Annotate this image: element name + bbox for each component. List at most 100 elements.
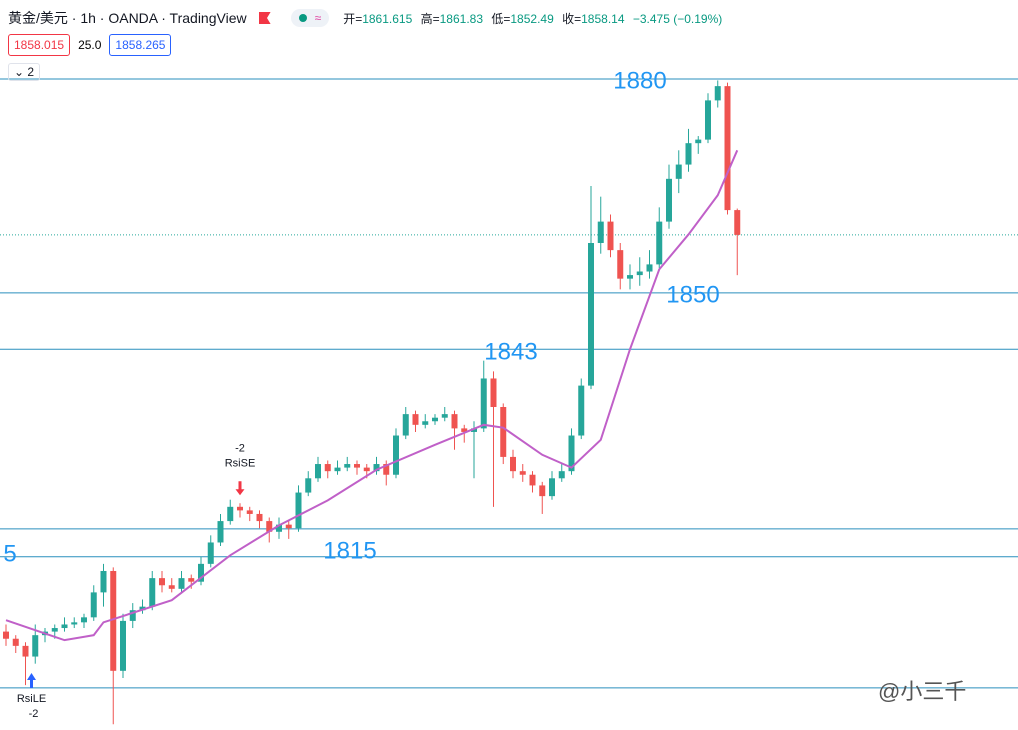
candle-body: [198, 563, 204, 582]
signal-name: RsiSE: [225, 457, 256, 469]
ohlc-value: 1852.49: [510, 11, 554, 26]
ohlc: 开=1861.615 高=1861.83 低=1852.49 收=1858.14…: [343, 10, 727, 27]
candle-body: [480, 378, 487, 429]
header: 黄金/美元 · 1h · OANDA · TradingView ≈ 开=186…: [8, 8, 727, 28]
candle-body: [178, 578, 185, 589]
candle-body: [705, 100, 711, 140]
candle-body: [276, 524, 282, 532]
candle-body: [617, 250, 624, 279]
candle-body: [666, 178, 672, 222]
level-annotation: 1843: [484, 338, 537, 365]
candle-body: [578, 385, 585, 436]
candle-body: [305, 478, 312, 493]
signal-arrow: [235, 481, 245, 496]
candle-body: [656, 221, 663, 265]
candle-body: [81, 617, 87, 623]
candle-body: [588, 243, 594, 386]
indicator-toggle[interactable]: ⌄ 2: [8, 63, 41, 81]
candle-body: [675, 164, 682, 179]
candle-body: [51, 628, 58, 632]
candle-body: [159, 578, 165, 586]
candle-body: [402, 414, 409, 436]
level-annotation: 1880: [613, 67, 666, 94]
signal-arrow: [27, 673, 36, 688]
candle-body: [734, 210, 741, 235]
ohlc-label: 低=: [491, 11, 511, 26]
candle-body: [597, 221, 604, 244]
candle-body: [217, 521, 224, 543]
candle-body: [120, 620, 126, 671]
candle-body: [168, 585, 175, 589]
candle-body: [422, 421, 429, 425]
candle-body: [432, 417, 438, 422]
candle-body: [354, 464, 360, 468]
candle-body: [334, 467, 341, 472]
level-annotation: 1815: [323, 537, 376, 564]
ohlc-label: 开=: [343, 11, 363, 26]
candle-body: [529, 474, 536, 486]
change: −3.475 (−0.19%): [632, 11, 723, 26]
ohlc-label: 高=: [420, 11, 440, 26]
candle-body: [607, 221, 614, 251]
candle-body: [22, 645, 29, 657]
ohlc-label: 收=: [562, 11, 582, 26]
candle-body: [539, 485, 546, 497]
ohlc-value: 1861.615: [362, 11, 413, 26]
candle-body: [227, 506, 234, 522]
candle-body: [246, 510, 253, 514]
candle-body: [90, 592, 97, 618]
signal-name: RsiLE: [17, 693, 46, 705]
candle-body: [714, 86, 721, 101]
candle-body: [12, 638, 19, 646]
candle-body: [441, 414, 448, 418]
buy-price[interactable]: 1858.265: [109, 34, 172, 56]
candle-body: [490, 378, 497, 407]
ohlc-value: 1861.83: [439, 11, 484, 26]
candle-body: [149, 578, 156, 607]
flag[interactable]: [258, 12, 271, 24]
level-annotation: 5: [3, 540, 16, 567]
candle-body: [139, 606, 146, 611]
watermark: @小三千: [878, 679, 967, 704]
candle-body: [324, 464, 331, 472]
signal-label: -2: [29, 708, 39, 720]
candle-body: [363, 467, 370, 472]
candle-body: [71, 622, 78, 625]
candle-body: [344, 464, 351, 468]
indicator-count: 2: [27, 65, 35, 79]
candle-body: [685, 143, 692, 165]
spread: 25.0: [78, 38, 102, 52]
sell-price[interactable]: 1858.015: [8, 34, 71, 56]
candle-body: [315, 464, 321, 479]
candle-body: [285, 524, 292, 529]
candle-body: [32, 635, 39, 657]
candle-body: [724, 86, 731, 211]
signal-label: -2: [235, 442, 245, 454]
status[interactable]: ≈: [290, 9, 330, 27]
candle-body: [393, 435, 399, 475]
moving-average: [5, 149, 739, 642]
candle-body: [129, 610, 136, 621]
candle-body: [266, 521, 273, 532]
candle-body: [471, 428, 477, 432]
candle-body: [695, 139, 702, 144]
symbol[interactable]: 黄金/美元 · 1h · OANDA · TradingView: [8, 10, 247, 26]
candle-body: [627, 275, 633, 279]
candle-body: [549, 478, 555, 497]
price-boxes: 1858.015 25.0 1858.265: [8, 34, 172, 56]
candle-body: [100, 570, 107, 593]
candle-body: [110, 570, 117, 671]
ohlc-value: 1858.14: [581, 11, 625, 26]
candle-body: [500, 406, 507, 457]
candle-body: [188, 578, 195, 582]
candle-body: [295, 492, 302, 529]
candle-body: [451, 414, 458, 429]
candle-body: [383, 464, 390, 475]
candle-body: [256, 513, 263, 522]
candle-body: [636, 271, 643, 276]
candle-body: [646, 264, 653, 272]
candle-body: [461, 428, 468, 432]
candle-body: [3, 631, 9, 639]
candle-body: [207, 542, 214, 564]
